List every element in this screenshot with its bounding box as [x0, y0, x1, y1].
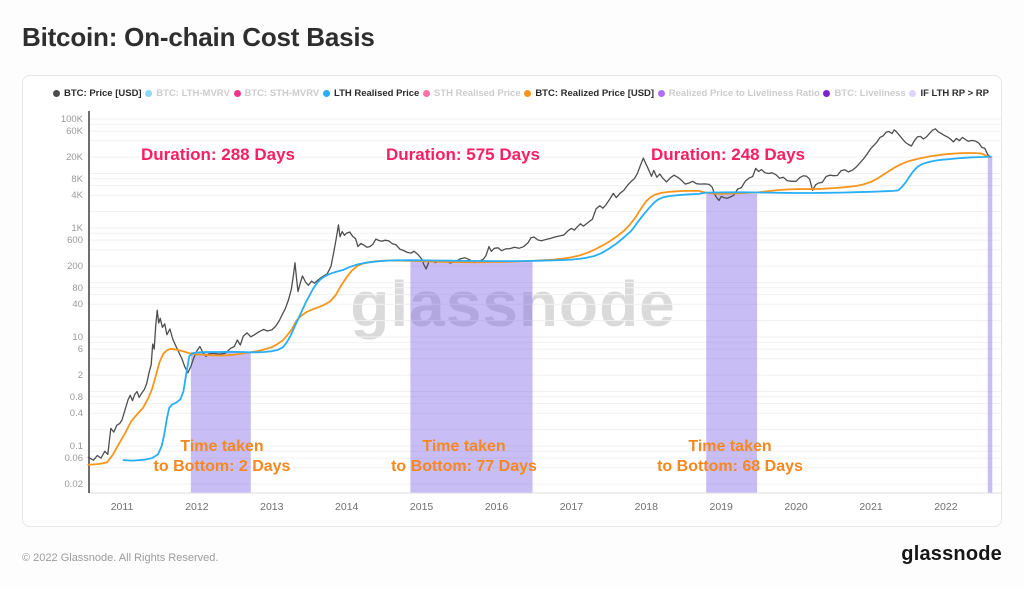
- legend-item-label: STH Realised Price: [434, 87, 521, 99]
- y-axis-tick-label: 600: [67, 235, 83, 246]
- legend-item-label: BTC: Realized Price [USD]: [535, 87, 655, 99]
- legend-dot-icon: [233, 89, 241, 97]
- legend-item-label: BTC: Price [USD]: [64, 87, 142, 99]
- legend-item[interactable]: BTC: Realized Price [USD]: [524, 88, 654, 99]
- lth-rp-gt-rp-band: [706, 194, 758, 493]
- y-axis-tick-label: 0.06: [65, 453, 84, 464]
- legend-item[interactable]: LTH Realised Price: [322, 87, 420, 99]
- legend-dot-icon: [657, 89, 665, 97]
- x-axis-tick-label: 2015: [410, 501, 434, 513]
- x-axis-tick-label: 2017: [560, 501, 584, 513]
- lth-rp-gt-rp-band: [190, 352, 251, 493]
- footer-copyright: © 2022 Glassnode. All Rights Reserved.: [22, 552, 219, 564]
- legend-item-label: LTH Realised Price: [333, 87, 420, 99]
- legend-item[interactable]: Realized Price to Liveliness Ratio: [657, 87, 820, 99]
- legend-dot-icon: [909, 89, 917, 97]
- legend-dot-icon: [423, 89, 431, 97]
- y-axis-tick-label: 40: [72, 299, 83, 310]
- legend-item[interactable]: IF LTH RP > RP: [909, 88, 989, 99]
- x-axis-tick-label: 2022: [934, 501, 958, 513]
- x-axis-tick-label: 2012: [185, 501, 209, 513]
- legend-item[interactable]: STH Realised Price: [423, 88, 521, 99]
- y-axis-tick-label: 0.8: [70, 392, 83, 403]
- x-axis-tick-label: 2011: [111, 501, 134, 513]
- legend-item-label: BTC: LTH-MVRV: [156, 87, 230, 99]
- y-axis-tick-label: 6: [78, 344, 83, 355]
- x-axis-tick-label: 2020: [784, 501, 808, 513]
- x-axis-tick-label: 2014: [335, 501, 359, 513]
- legend-item[interactable]: BTC: STH-MVRV: [233, 87, 320, 99]
- chart-canvas[interactable]: 100K 60K 20K 8K 4K 1K 600 200 80 40 10 6 2 0.8 0.4 0.1 0…: [23, 76, 1003, 533]
- legend-item-label: IF LTH RP > RP: [920, 87, 989, 99]
- y-axis-tick-label: 0.1: [70, 441, 83, 452]
- y-axis-tick-label: 200: [67, 261, 83, 272]
- chart-legend: BTC: Price [USD] BTC: LTH-MVRV BTC: STH-MV…: [53, 83, 989, 103]
- y-axis-tick-label: 60K: [66, 126, 84, 137]
- legend-dot-icon: [145, 89, 153, 97]
- x-axis-tick-label: 2013: [260, 501, 284, 513]
- y-axis-tick-label: 2: [78, 370, 83, 381]
- x-axis-tick-label: 2018: [635, 501, 659, 513]
- glassnode-logo: glassnode: [901, 543, 1002, 565]
- x-axis-tick-label: 2021: [859, 501, 883, 513]
- lth-rp-gt-rp-band: [410, 261, 533, 493]
- legend-dot-icon: [322, 89, 330, 97]
- y-axis-tick-label: 0.4: [70, 408, 83, 419]
- legend-item[interactable]: BTC: Price [USD]: [53, 88, 142, 99]
- legend-dot-icon: [524, 89, 532, 97]
- y-axis-tick-label: 1K: [71, 223, 83, 234]
- legend-item[interactable]: BTC: Liveliness: [823, 87, 906, 99]
- y-axis-tick-label: 100K: [61, 114, 84, 125]
- y-axis-tick-label: 0.02: [65, 479, 84, 490]
- y-axis-tick-label: 80: [72, 283, 83, 294]
- page-title: Bitcoin: On-chain Cost Basis: [22, 22, 375, 52]
- legend-dot-icon: [823, 89, 831, 97]
- x-axis-tick-label: 2019: [710, 501, 734, 513]
- legend-item-label: BTC: Liveliness: [834, 87, 906, 99]
- y-axis-tick-label: 4K: [71, 190, 83, 201]
- legend-item-label: Realized Price to Liveliness Ratio: [668, 87, 820, 99]
- chart-card: BTC: Price [USD] BTC: LTH-MVRV BTC: STH-MV…: [22, 75, 1002, 527]
- lth-realised-price-line: [122, 155, 992, 462]
- y-axis-tick-label: 10: [72, 332, 83, 343]
- y-axis-tick-label: 20K: [66, 152, 84, 163]
- x-axis-tick-label: 2016: [485, 501, 509, 513]
- legend-item-label: BTC: STH-MVRV: [244, 87, 320, 99]
- legend-item[interactable]: BTC: LTH-MVRV: [145, 88, 230, 99]
- legend-dot-icon: [53, 89, 60, 97]
- y-axis-tick-label: 8K: [71, 174, 83, 185]
- lth-rp-gt-rp-band: [987, 155, 993, 493]
- btc-price-usd-line: [87, 128, 992, 461]
